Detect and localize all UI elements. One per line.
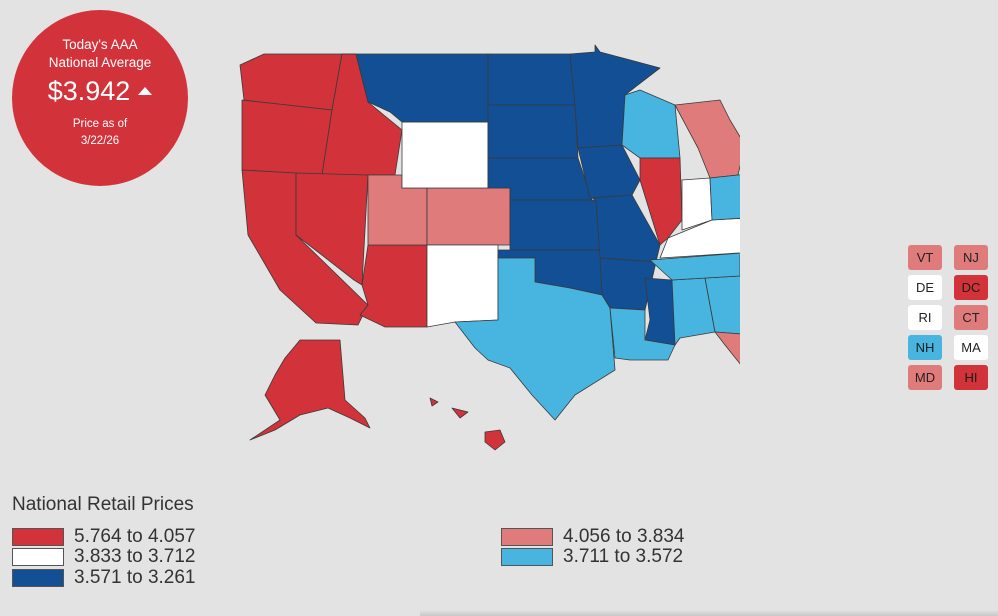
state-nevada[interactable]	[295, 172, 369, 286]
badge-asof: Price as of 3/22/26	[12, 116, 188, 150]
state-arizona[interactable]	[359, 244, 428, 328]
state-north-dakota[interactable]	[487, 53, 576, 106]
badge-heading: Today's AAA National Average	[12, 36, 188, 72]
legend-item: 3.711 to 3.572	[501, 547, 761, 567]
state-michigan[interactable]	[674, 99, 740, 179]
state-oregon[interactable]	[241, 99, 333, 176]
badge-line1: Today's AAA	[62, 37, 138, 52]
state-wisconsin[interactable]	[621, 89, 681, 159]
chip-ri[interactable]: RI	[908, 305, 942, 330]
state-wyoming[interactable]	[401, 121, 489, 189]
up-triangle-icon	[138, 87, 153, 95]
legend-swatch	[12, 528, 64, 546]
state-louisiana[interactable]	[609, 307, 676, 361]
chip-nh[interactable]: NH	[908, 335, 942, 360]
chip-ct[interactable]: CT	[954, 305, 988, 330]
legend-label: 5.764 to 4.057	[74, 526, 196, 547]
state-ohio[interactable]	[709, 172, 740, 221]
asof-label: Price as of	[72, 118, 128, 130]
legend-swatch	[12, 569, 64, 587]
state-minnesota[interactable]	[569, 44, 661, 149]
state-texas[interactable]	[454, 257, 616, 421]
legend-swatch	[12, 548, 64, 566]
chip-nj[interactable]: NJ	[954, 245, 988, 270]
state-mississippi[interactable]	[644, 277, 676, 346]
asof-date: 3/22/26	[80, 135, 120, 147]
chip-ma[interactable]: MA	[954, 335, 988, 360]
legend-item: 4.056 to 3.834	[501, 527, 761, 547]
footer-shadow	[420, 610, 998, 616]
national-average-price: $3.942	[47, 76, 131, 106]
legend-item: 3.833 to 3.712	[12, 547, 272, 567]
legend-swatch	[501, 548, 553, 566]
chip-hi[interactable]: HI	[954, 365, 988, 390]
legend-label: 4.056 to 3.834	[563, 526, 685, 547]
state-south-dakota[interactable]	[487, 104, 579, 159]
legend-label: 3.711 to 3.572	[563, 546, 684, 567]
chip-vt[interactable]: VT	[908, 245, 942, 270]
state-kansas[interactable]	[509, 199, 601, 251]
badge-price-row: $3.942	[12, 76, 188, 107]
legend-title: National Retail Prices	[12, 494, 194, 515]
chip-dc[interactable]: DC	[954, 275, 988, 300]
state-new-mexico[interactable]	[426, 244, 499, 328]
us-gas-price-map	[239, 44, 740, 451]
state-tennessee[interactable]	[649, 252, 740, 281]
state-colorado[interactable]	[426, 187, 511, 246]
legend-item: 3.571 to 3.261	[12, 568, 272, 588]
legend-item: 5.764 to 4.057	[12, 527, 272, 547]
chip-de[interactable]: DE	[908, 275, 942, 300]
state-florida[interactable]	[714, 331, 740, 412]
state-iowa[interactable]	[577, 144, 641, 199]
badge-line2: National Average	[48, 55, 152, 70]
legend-label: 3.571 to 3.261	[74, 567, 196, 588]
national-average-badge: Today's AAA National Average $3.942 Pric…	[12, 10, 188, 186]
legend-label: 3.833 to 3.712	[74, 546, 196, 567]
legend-swatch	[501, 528, 553, 546]
chip-md[interactable]: MD	[908, 365, 942, 390]
state-alaska[interactable]	[249, 339, 371, 441]
state-hawaii[interactable]	[429, 397, 506, 451]
